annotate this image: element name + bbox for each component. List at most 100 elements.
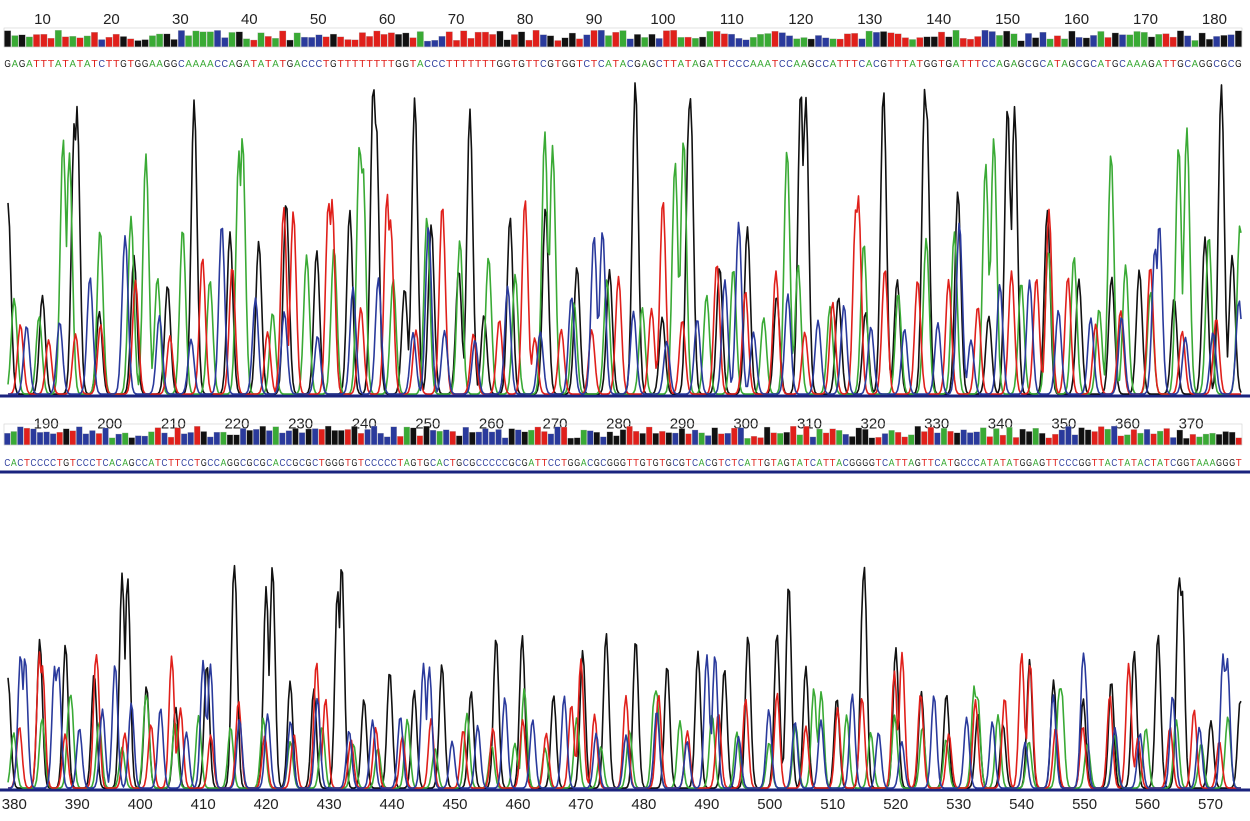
quality-bar (1198, 32, 1206, 48)
base-call: G (924, 58, 931, 70)
quality-bar (438, 36, 446, 48)
quality-bar (1046, 38, 1054, 48)
quality-bar (634, 34, 641, 48)
base-call: C (489, 457, 495, 469)
quality-bar (626, 38, 634, 48)
base-call: A (941, 457, 947, 469)
quality-bar (410, 427, 417, 446)
quality-bar (199, 31, 207, 48)
quality-bar (36, 432, 44, 446)
quality-bar (940, 428, 948, 446)
base-call: C (83, 457, 89, 469)
base-call: T (790, 457, 796, 469)
base-call: G (653, 457, 659, 469)
quality-bar (89, 430, 96, 446)
quality-bar (1234, 30, 1242, 48)
base-call: G (456, 457, 462, 469)
quality-bar (185, 35, 193, 48)
quality-bar (646, 426, 653, 446)
quality-bar (416, 435, 424, 446)
quality-bars-panel-1 (3, 27, 1243, 48)
quality-bar (822, 432, 830, 446)
quality-bar (895, 432, 902, 446)
quality-bar (633, 431, 640, 446)
base-call: C (598, 58, 605, 70)
quality-bar (301, 36, 308, 48)
quality-bar (547, 433, 555, 446)
quality-bar (836, 38, 844, 48)
base-call: T (685, 58, 692, 70)
quality-bar (192, 30, 200, 48)
base-call: T (576, 58, 583, 70)
base-call: T (374, 58, 381, 70)
quality-bar (1222, 431, 1229, 446)
base-call: G (518, 58, 525, 70)
quality-bar (771, 31, 779, 48)
base-call: A (258, 58, 265, 70)
base-call: G (410, 457, 416, 469)
base-call: G (1112, 58, 1119, 70)
quality-bar (233, 434, 240, 446)
base-call: A (122, 457, 128, 469)
base-call: C (476, 457, 482, 469)
base-call: G (1229, 457, 1235, 469)
quality-bar (76, 426, 83, 446)
base-call: G (808, 58, 815, 70)
quality-bar (914, 426, 921, 446)
base-call: T (358, 457, 364, 469)
quality-bar (257, 32, 265, 48)
quality-bar (1111, 32, 1119, 48)
quality-bar (868, 437, 876, 446)
quality-bar (366, 36, 374, 48)
quality-bar (945, 36, 953, 48)
quality-bar (980, 427, 987, 446)
base-call: G (1221, 58, 1228, 70)
base-call: T (475, 58, 482, 70)
quality-bar (851, 33, 859, 48)
base-call: C (982, 58, 989, 70)
quality-bar (737, 427, 745, 446)
quality-bar (250, 39, 258, 48)
quality-bar (685, 433, 692, 446)
quality-bar (135, 435, 142, 446)
base-call: C (627, 58, 634, 70)
quality-bar (285, 430, 293, 446)
base-call: T (446, 58, 453, 70)
quality-bar (1126, 34, 1134, 48)
quality-bar (1061, 38, 1069, 48)
base-call: T (91, 58, 98, 70)
base-call: G (351, 457, 357, 469)
base-call: C (584, 58, 591, 70)
quality-bar (993, 428, 1000, 446)
quality-bar (1227, 34, 1235, 48)
base-call: C (822, 58, 829, 70)
quality-bar (691, 38, 699, 48)
quality-bar (1117, 435, 1124, 446)
base-call: C (37, 457, 43, 469)
quality-bar (1104, 428, 1111, 446)
quality-bar (462, 427, 469, 446)
base-call: T (337, 58, 344, 70)
quality-bar (561, 37, 569, 48)
quality-bar (508, 428, 515, 446)
base-call: C (17, 457, 23, 469)
quality-bar (23, 427, 31, 446)
quality-bar (177, 30, 185, 48)
base-call: T (1052, 457, 1058, 469)
quality-bar (1078, 427, 1085, 446)
quality-bar (239, 428, 247, 446)
quality-bar (259, 426, 266, 446)
quality-bar (641, 37, 649, 48)
base-call: T (960, 58, 967, 70)
quality-bar (18, 34, 26, 48)
quality-bar (677, 37, 685, 48)
base-call: C (142, 457, 148, 469)
quality-bar (590, 30, 598, 48)
quality-bar (409, 37, 417, 48)
base-call: C (873, 58, 880, 70)
base-call: A (908, 457, 914, 469)
quality-bar (691, 429, 699, 446)
base-call: C (384, 457, 390, 469)
base-call: C (188, 457, 194, 469)
